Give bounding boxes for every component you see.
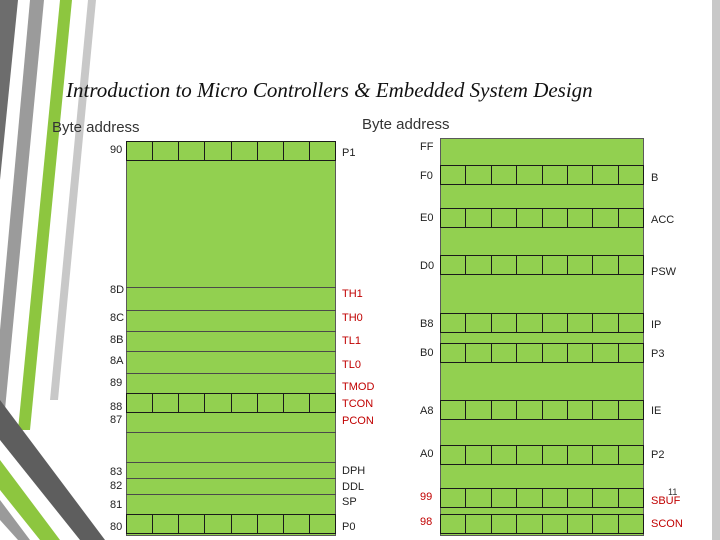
register-name: ACC: [651, 214, 675, 226]
register-name: P2: [651, 449, 665, 461]
left-sfr-panel: [126, 141, 336, 536]
row-divider: [126, 462, 336, 463]
register-name: DPH: [342, 465, 366, 477]
register-row-p1: [126, 141, 336, 161]
row-divider: [126, 331, 336, 332]
register-name: TL0: [342, 359, 361, 371]
register-name: B: [651, 172, 659, 184]
register-row-b: [440, 165, 644, 185]
right-sfr-panel: [440, 138, 644, 536]
register-name: SBUF: [651, 495, 681, 507]
address-label: 8D: [110, 284, 125, 296]
register-row-scon: [440, 514, 644, 534]
top-left-decoration: [0, 0, 96, 430]
left-byte-address-header: Byte address: [52, 119, 140, 136]
address-label: B0: [420, 347, 434, 359]
row-divider: [126, 351, 336, 352]
register-name: P3: [651, 348, 665, 360]
register-name: TL1: [342, 335, 361, 347]
register-row-ip: [440, 313, 644, 333]
register-name: SCON: [651, 518, 683, 530]
register-row-ie: [440, 400, 644, 420]
address-label: 87: [110, 414, 123, 426]
page-number: 11: [668, 487, 678, 497]
register-name: TMOD: [342, 381, 375, 393]
address-label: 90: [110, 144, 123, 156]
register-row-sbuf: [440, 488, 644, 508]
address-label: 80: [110, 521, 123, 533]
address-label: 8C: [110, 312, 125, 324]
address-label: 82: [110, 480, 123, 492]
right-edge-decoration: [712, 0, 720, 540]
register-row-psw: [440, 255, 644, 275]
address-label: E0: [420, 212, 434, 224]
address-label: 8A: [110, 355, 124, 367]
address-label: 99: [420, 491, 433, 503]
register-name: SP: [342, 496, 357, 508]
register-name: IE: [651, 405, 662, 417]
address-label: 89: [110, 377, 123, 389]
row-divider: [126, 478, 336, 479]
register-name: P1: [342, 147, 356, 159]
register-name: P0: [342, 521, 356, 533]
row-divider: [126, 494, 336, 495]
address-label: 88: [110, 401, 123, 413]
row-divider: [126, 373, 336, 374]
register-name: DDL: [342, 481, 365, 493]
register-row-tcon: [126, 393, 336, 413]
register-name: TCON: [342, 398, 374, 410]
address-label: 83: [110, 466, 123, 478]
register-row-acc: [440, 208, 644, 228]
right-byte-address-header: Byte address: [362, 116, 450, 133]
address-label: D0: [420, 260, 435, 272]
address-label: B8: [420, 318, 434, 330]
register-name: TH1: [342, 288, 363, 300]
register-row-p0: [126, 514, 336, 534]
register-name: PSW: [651, 266, 677, 278]
register-name: PCON: [342, 415, 374, 427]
register-row-p2: [440, 445, 644, 465]
address-label: F0: [420, 170, 433, 182]
register-row-p3: [440, 343, 644, 363]
row-divider: [126, 310, 336, 311]
address-label: 8B: [110, 334, 124, 346]
register-name: TH0: [342, 312, 363, 324]
bottom-left-decoration: [0, 400, 105, 540]
address-label: A0: [420, 448, 434, 460]
slide-title: Introduction to Micro Controllers & Embe…: [66, 78, 593, 102]
row-divider: [126, 432, 336, 433]
address-label: FF: [420, 141, 434, 153]
address-label: 81: [110, 499, 123, 511]
row-divider: [126, 287, 336, 288]
address-label: A8: [420, 405, 434, 417]
address-label: 98: [420, 516, 433, 528]
register-name: IP: [651, 319, 662, 331]
